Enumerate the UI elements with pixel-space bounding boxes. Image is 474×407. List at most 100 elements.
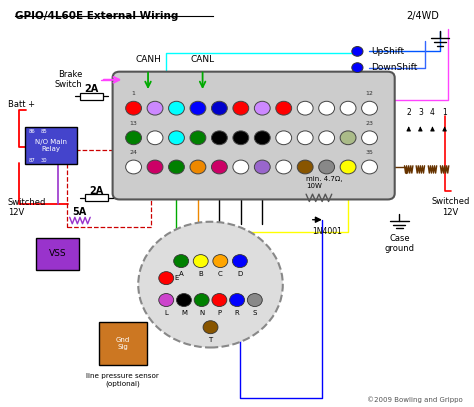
Circle shape [190,131,206,144]
Text: 2A: 2A [89,186,103,195]
Text: M: M [181,310,187,316]
Circle shape [147,101,163,115]
Text: 2: 2 [406,108,411,117]
Circle shape [276,101,292,115]
Text: VSS: VSS [49,249,66,258]
Text: CANL: CANL [191,55,215,63]
Text: S: S [253,310,257,316]
Circle shape [340,160,356,174]
Circle shape [211,131,228,144]
FancyBboxPatch shape [36,238,80,270]
Text: 2A: 2A [84,84,99,94]
Circle shape [340,131,356,144]
Circle shape [159,293,173,306]
Text: UpShift: UpShift [372,47,404,56]
Circle shape [159,271,173,284]
Circle shape [352,46,363,56]
Circle shape [297,160,313,174]
Text: A: A [179,271,183,277]
Circle shape [247,293,262,306]
Circle shape [297,131,313,144]
Circle shape [233,160,249,174]
Text: Switched
12V: Switched 12V [431,197,470,217]
FancyBboxPatch shape [85,194,108,201]
Text: R: R [235,310,239,316]
Text: 1N4001: 1N4001 [312,227,342,236]
Text: 2/4WD: 2/4WD [406,11,439,21]
FancyBboxPatch shape [99,322,147,365]
FancyBboxPatch shape [80,93,103,100]
Text: 1: 1 [132,91,136,96]
Circle shape [211,160,228,174]
Text: N: N [199,310,204,316]
Text: Switched
12V: Switched 12V [8,198,46,217]
Circle shape [362,101,377,115]
Circle shape [362,160,377,174]
Circle shape [147,160,163,174]
Text: 87: 87 [29,158,36,163]
Text: DownShift: DownShift [372,63,418,72]
Circle shape [126,131,142,144]
Circle shape [190,160,206,174]
Text: N/O Main
Relay: N/O Main Relay [35,140,66,152]
Circle shape [255,131,270,144]
Text: P: P [217,310,221,316]
Text: 35: 35 [365,150,374,155]
Circle shape [169,101,184,115]
Circle shape [233,131,249,144]
Text: Batt +: Batt + [8,100,35,109]
Circle shape [147,131,163,144]
Circle shape [232,255,247,267]
Circle shape [319,101,335,115]
Circle shape [203,321,218,334]
Circle shape [193,255,208,267]
Circle shape [255,101,270,115]
FancyBboxPatch shape [113,72,395,199]
Text: D: D [237,271,243,277]
Circle shape [176,293,191,306]
Text: 86: 86 [29,129,36,134]
Circle shape [211,101,228,115]
Text: line pressure sensor
(optional): line pressure sensor (optional) [86,373,159,387]
Text: min. 4.7Ω,
10W: min. 4.7Ω, 10W [306,176,343,189]
Text: 3: 3 [418,108,423,117]
Text: L: L [164,310,168,316]
Text: 24: 24 [129,150,137,155]
Circle shape [213,255,228,267]
Circle shape [340,101,356,115]
Text: 12: 12 [365,91,374,96]
Circle shape [276,131,292,144]
Text: 4: 4 [430,108,435,117]
Text: T: T [209,337,213,343]
Text: E: E [174,275,179,281]
Text: B: B [198,271,203,277]
Text: 13: 13 [130,120,137,126]
Circle shape [190,101,206,115]
Text: 5A: 5A [72,208,86,217]
Circle shape [255,160,270,174]
Text: ©2009 Bowling and Grippo: ©2009 Bowling and Grippo [366,396,462,403]
Text: 85: 85 [41,129,47,134]
Text: GPIO/4L60E External Wiring: GPIO/4L60E External Wiring [15,11,178,21]
Circle shape [173,255,189,267]
Circle shape [126,101,142,115]
Text: 30: 30 [41,158,47,163]
Circle shape [319,160,335,174]
Text: C: C [218,271,223,277]
Text: 23: 23 [365,120,374,126]
Circle shape [194,293,209,306]
Text: Case
ground: Case ground [384,234,414,253]
Circle shape [126,160,142,174]
Text: CANH: CANH [135,55,161,63]
Circle shape [233,101,249,115]
FancyBboxPatch shape [25,127,77,164]
Circle shape [138,222,283,348]
Circle shape [297,101,313,115]
Circle shape [169,131,184,144]
Circle shape [169,160,184,174]
Circle shape [229,293,245,306]
Text: Gnd
Sig: Gnd Sig [116,337,130,350]
Text: Brake
Switch: Brake Switch [55,70,82,90]
Circle shape [362,131,377,144]
Circle shape [352,63,363,72]
